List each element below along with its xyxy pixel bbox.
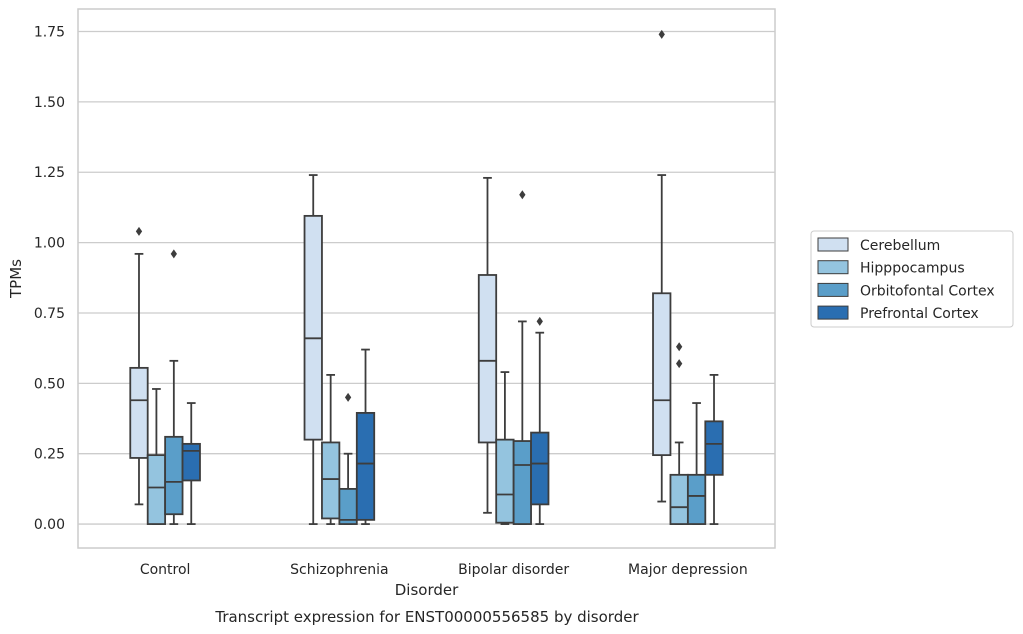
iqr-box	[129, 366, 149, 459]
x-tick-label: Major depression	[628, 562, 748, 578]
legend-frame	[810, 230, 1014, 328]
box-cerebellum	[303, 174, 323, 525]
y-tick-label: 1.25	[34, 165, 65, 181]
box-prefrontal-cortex	[530, 316, 550, 525]
outlier-point	[676, 342, 683, 352]
box-prefrontal-cortex	[355, 348, 376, 525]
iqr-box	[704, 420, 724, 476]
chart-title: Transcript expression for ENST0000055658…	[214, 608, 639, 626]
legend-label: Prefrontal Cortex	[860, 306, 979, 322]
x-axis-ticks: Control Schizophrenia Bipolar disorder Majo…	[140, 562, 748, 578]
legend-label: Orbitofontal Cortex	[860, 283, 995, 299]
y-tick-label: 1.75	[34, 25, 65, 41]
iqr-box	[355, 411, 376, 521]
iqr-box	[530, 431, 550, 506]
iqr-box	[477, 274, 498, 444]
box-cerebellum	[652, 29, 672, 503]
legend-swatch	[817, 305, 849, 320]
legend-label: Hipppocampus	[860, 261, 965, 277]
outlier-point	[658, 29, 665, 39]
x-tick-label: Schizophrenia	[290, 562, 388, 578]
plot-frame	[77, 8, 776, 549]
box-orbitofontal-cortex	[686, 402, 707, 525]
iqr-box	[146, 454, 167, 525]
outlier-point	[135, 226, 143, 236]
iqr-box	[164, 435, 184, 516]
box-cerebellum	[129, 226, 149, 506]
iqr-box	[303, 214, 323, 441]
x-tick-label: Control	[140, 562, 191, 578]
outlier-point	[344, 392, 352, 402]
y-axis-ticks: 0.00 0.25 0.50 0.75 1.00 1.25 1.50 1.75	[34, 25, 65, 534]
outlier-point	[536, 316, 543, 326]
legend-swatch	[817, 282, 849, 297]
y-tick-label: 0.00	[34, 517, 65, 533]
box-orbitofontal-cortex	[164, 249, 184, 525]
iqr-box	[686, 473, 707, 525]
x-axis-label: Disorder	[395, 581, 459, 599]
y-axis-label: TPMs	[7, 259, 25, 299]
box-series	[129, 29, 724, 525]
box-prefrontal-cortex	[181, 402, 201, 525]
outlier-point	[519, 190, 526, 200]
box-cerebellum	[477, 176, 498, 514]
y-tick-label: 0.50	[34, 376, 65, 392]
iqr-box	[321, 441, 341, 520]
box-hipppocampus	[146, 388, 167, 525]
iqr-box	[669, 473, 689, 525]
box-prefrontal-cortex	[704, 374, 724, 525]
iqr-box	[495, 438, 515, 524]
iqr-box	[181, 442, 201, 482]
iqr-box	[652, 292, 672, 457]
legend-swatch	[817, 237, 849, 252]
box-hipppocampus	[321, 374, 341, 525]
y-tick-label: 0.25	[34, 447, 65, 463]
y-tick-label: 0.75	[34, 306, 65, 322]
legend: Cerebellum Hipppocampus Orbitofontal Corte…	[810, 230, 1014, 328]
outlier-point	[676, 359, 683, 369]
y-tick-label: 1.00	[34, 236, 65, 252]
iqr-box	[338, 487, 358, 525]
x-tick-label: Bipolar disorder	[458, 562, 569, 578]
legend-label: Cerebellum	[860, 238, 940, 254]
iqr-box	[512, 440, 532, 525]
y-tick-label: 1.50	[34, 95, 65, 111]
legend-swatch	[817, 260, 849, 275]
outlier-point	[170, 249, 177, 259]
